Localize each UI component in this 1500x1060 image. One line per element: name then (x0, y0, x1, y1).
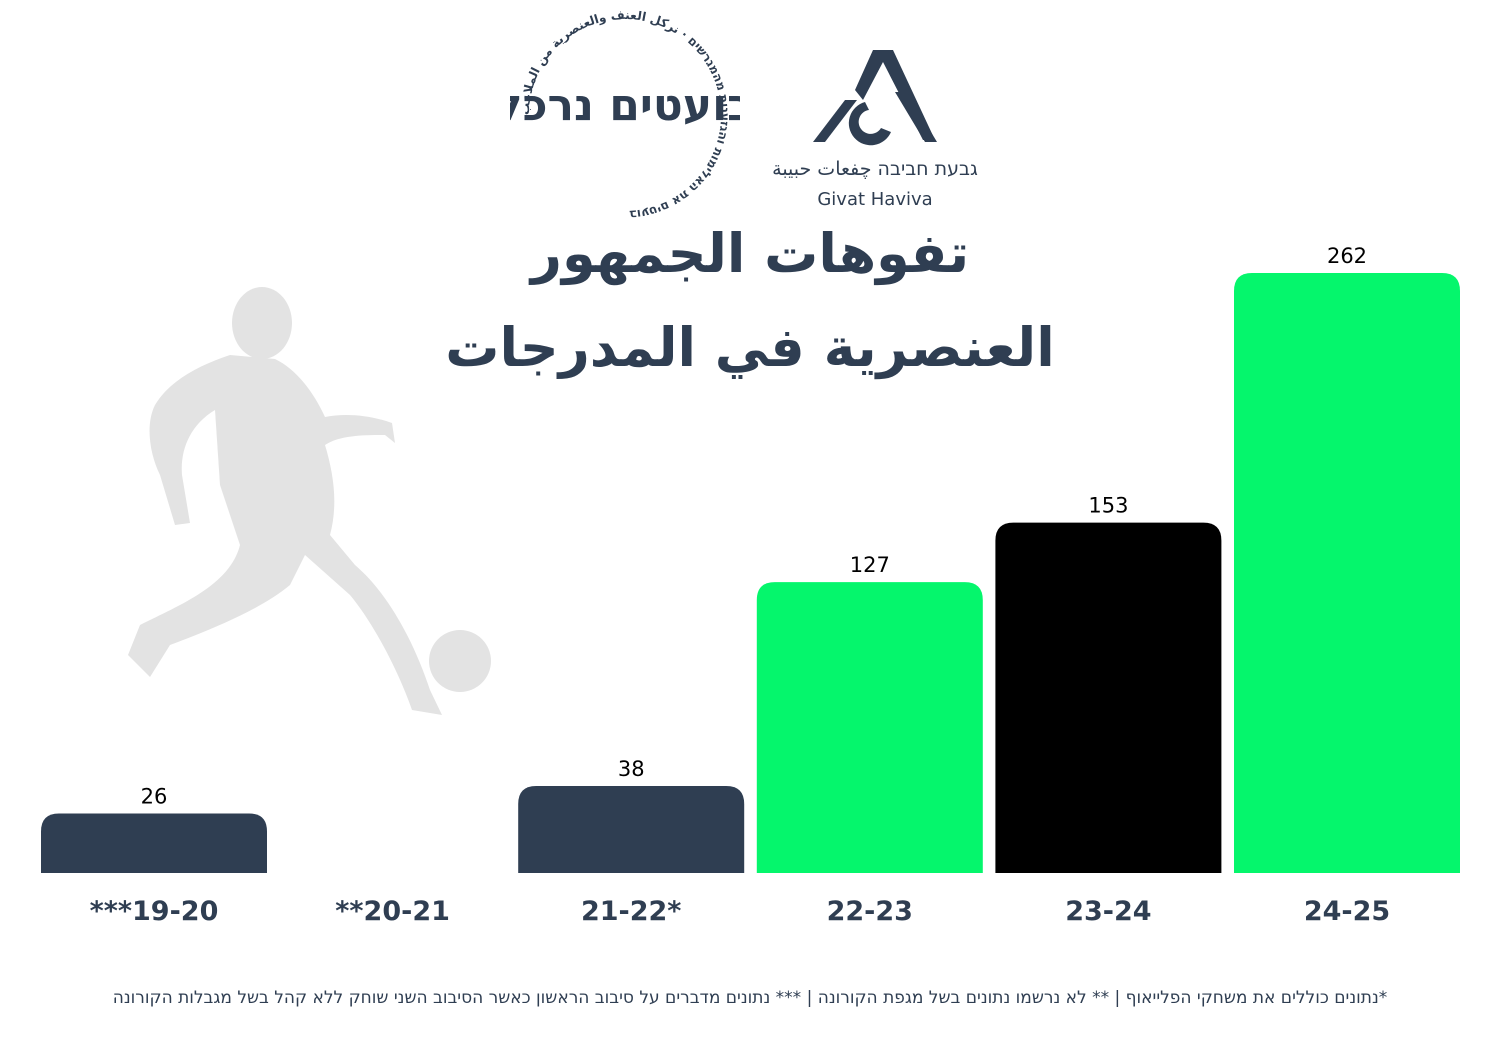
chart-title: تفوهات الجمهور (530, 222, 970, 285)
chart-subtitle: العنصرية في المدرجات (445, 316, 1055, 379)
x-tick-label-3: 22-23 (827, 896, 913, 927)
bar-0 (41, 813, 267, 873)
bar-5 (1234, 273, 1460, 873)
x-tick-label-4: 23-24 (1065, 896, 1151, 927)
givat-haviva-logo (813, 50, 937, 146)
data-label-2: 38 (618, 757, 645, 781)
football-player-silhouette-icon (128, 287, 491, 715)
data-label-4: 153 (1088, 494, 1128, 518)
x-tick-label-0: ***19-20 (90, 896, 219, 927)
football-icon (429, 630, 491, 692)
chart-footnote: *נתונים כוללים את משחקי הפלייאוף | ** לא… (112, 988, 1388, 1008)
x-tick-label-2: 21-22* (581, 896, 681, 927)
x-tick-label-5: 24-25 (1304, 896, 1390, 927)
data-label-5: 262 (1327, 244, 1367, 268)
bar-4 (995, 522, 1222, 873)
bar-3 (756, 582, 983, 873)
kicking-out-racism-logo: בועטים את האלימות והגזענות מהמגרשים · نر… (510, 6, 740, 224)
kicking-out-logo-name: בועטים נרכל (510, 80, 740, 131)
givat-haviva-name: גבעת חביבה چفعات حبيبة (772, 158, 978, 180)
bars-layer: 26 ***19-20 **20-21 38 21-22* 127 22-23 153 23-2… (41, 244, 1460, 927)
x-tick-label-1: **20-21 (335, 896, 450, 927)
bar-2 (518, 785, 745, 873)
data-label-0: 26 (141, 784, 168, 808)
givat-haviva-name-en: Givat Haviva (817, 189, 933, 210)
data-label-3: 127 (850, 553, 890, 577)
